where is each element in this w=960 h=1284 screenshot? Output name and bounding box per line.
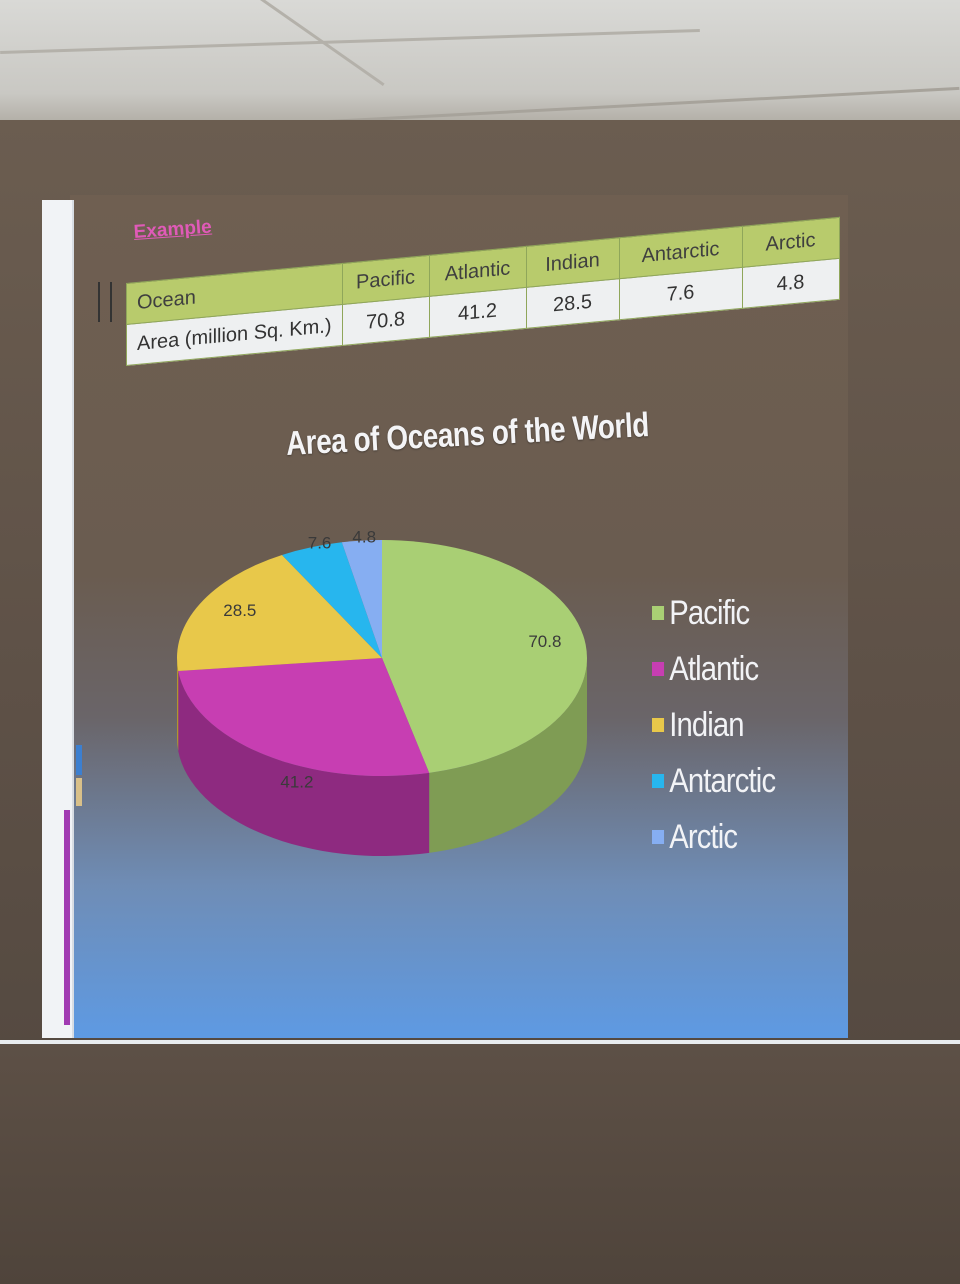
legend-swatch: [652, 830, 665, 844]
pie-slice-arctic: [341, 540, 382, 658]
pie-side-indian: [177, 658, 179, 751]
chart-legend: Pacific Atlantic Indian Antarctic Arctic: [652, 585, 776, 865]
legend-item-arctic: Arctic: [652, 809, 775, 865]
table-cell: 41.2: [429, 287, 526, 338]
pie-slices: [177, 540, 587, 776]
pie-label-atlantic: 41.2: [280, 772, 313, 791]
pie-label-pacific: 70.8: [528, 632, 561, 651]
pie-side-pacific: [429, 658, 587, 853]
pie-data-labels: 70.8 41.2 28.5 7.6 4.8: [223, 530, 561, 791]
legend-label: Indian: [669, 705, 744, 744]
pie-slice-atlantic: [178, 658, 430, 776]
pie-chart: 70.8 41.2 28.5 7.6 4.8: [177, 530, 587, 856]
pie-depth: [177, 658, 587, 856]
pie-slice-antarctic: [282, 542, 382, 658]
legend-item-atlantic: Atlantic: [652, 641, 775, 697]
legend-item-antarctic: Antarctic: [652, 753, 776, 809]
pie-side-atlantic: [178, 670, 430, 856]
legend-item-pacific: Pacific: [652, 585, 775, 641]
side-panel-accent: [76, 745, 82, 775]
table-cell: 28.5: [526, 278, 619, 329]
pie-slice-pacific: [382, 540, 587, 773]
side-panel-accent: [64, 810, 70, 1025]
legend-swatch: [652, 718, 665, 732]
legend-label: Arctic: [669, 817, 738, 856]
side-panel-accent: [76, 778, 82, 806]
legend-label: Atlantic: [669, 649, 759, 688]
pie-slice-indian: [177, 554, 382, 671]
table-cell: 70.8: [342, 296, 429, 346]
legend-swatch: [652, 774, 665, 788]
legend-item-indian: Indian: [652, 697, 775, 753]
pie-label-antarctic: 7.6: [308, 534, 332, 553]
legend-label: Pacific: [669, 593, 750, 632]
legend-label: Antarctic: [669, 761, 776, 800]
table-cell: 4.8: [742, 258, 839, 309]
legend-swatch: [652, 662, 665, 676]
pie-label-indian: 28.5: [223, 601, 256, 620]
wall-lower: [0, 1040, 960, 1284]
side-panel-marker: [98, 282, 112, 322]
pie-label-arctic: 4.8: [352, 530, 376, 547]
legend-swatch: [652, 606, 665, 620]
